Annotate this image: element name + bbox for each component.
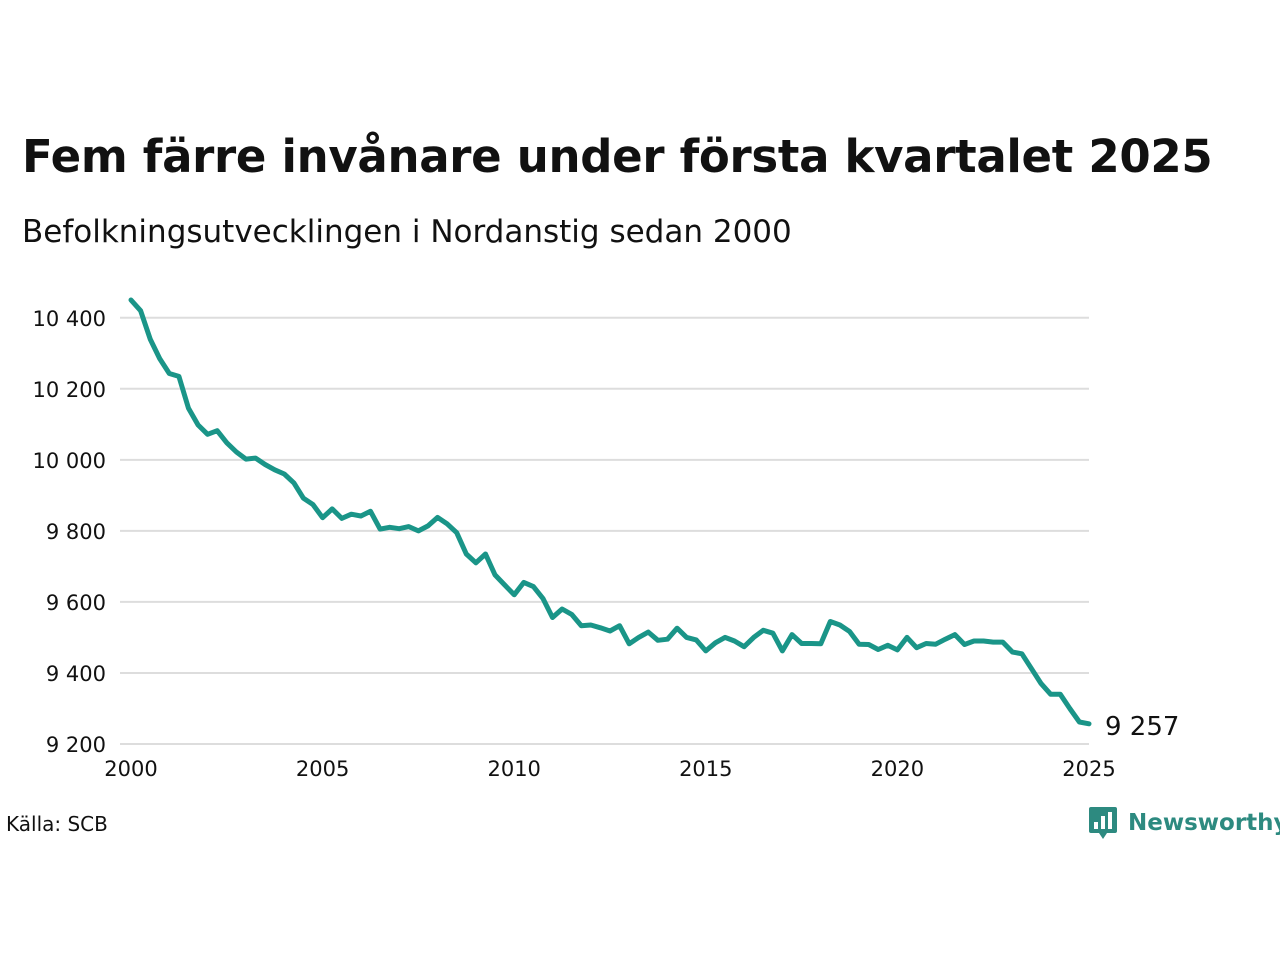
end-value-label: 9 257 — [1105, 712, 1179, 742]
y-tick-label: 9 200 — [46, 733, 106, 757]
y-tick-label: 10 400 — [33, 307, 106, 331]
grid-lines — [120, 316, 1089, 745]
y-tick-label: 9 400 — [46, 662, 106, 686]
x-tick-label: 2015 — [679, 757, 732, 781]
x-axis-tick-labels: 2000 2005 2010 2015 2020 2025 — [104, 757, 1115, 781]
y-axis-tick-labels: 9 200 9 400 9 600 9 800 10 000 10 200 10 400 — [33, 307, 106, 757]
y-tick-label: 10 000 — [33, 449, 106, 473]
y-tick-label: 9 600 — [46, 591, 106, 615]
brand-logo: Newsworthy — [1088, 803, 1280, 843]
x-tick-label: 2010 — [487, 757, 540, 781]
x-tick-label: 2025 — [1062, 757, 1115, 781]
chart-subtitle: Befolkningsutvecklingen i Nordanstig sed… — [22, 214, 792, 250]
y-tick-label: 9 800 — [46, 520, 106, 544]
population-line — [128, 297, 1092, 727]
x-tick-label: 2005 — [296, 757, 349, 781]
chart-title: Fem färre invånare under första kvartale… — [22, 130, 1213, 183]
source-note: Källa: SCB — [6, 812, 108, 836]
y-tick-label: 10 200 — [33, 378, 106, 402]
newsworthy-logo-icon — [1089, 807, 1117, 839]
x-tick-label: 2020 — [871, 757, 924, 781]
brand-name: Newsworthy — [1128, 810, 1280, 836]
x-tick-label: 2000 — [104, 757, 157, 781]
